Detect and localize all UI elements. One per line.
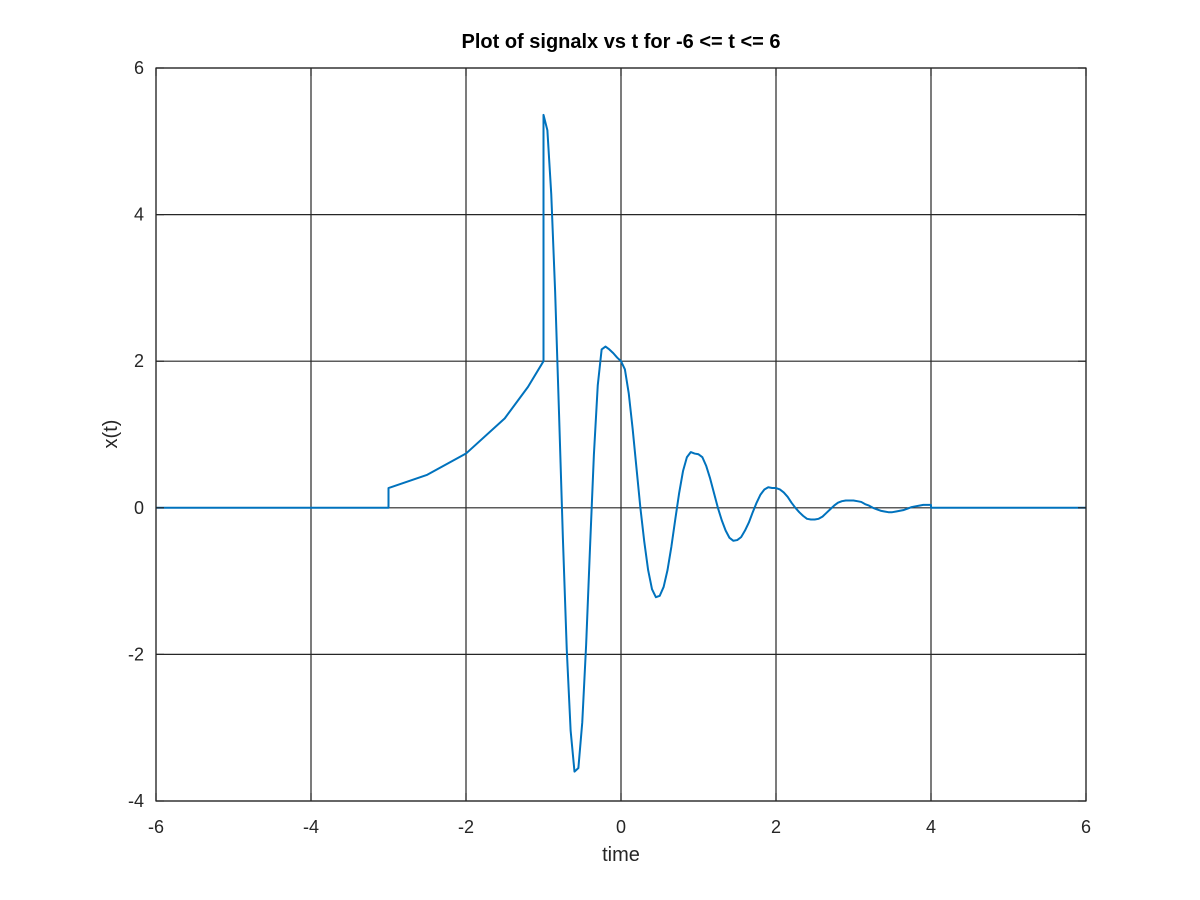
- y-tick-label: 6: [134, 58, 144, 78]
- y-axis-label: x(t): [100, 420, 122, 449]
- x-tick-label: -2: [458, 817, 474, 837]
- x-tick-label: 0: [616, 817, 626, 837]
- x-axis-label: time: [602, 844, 640, 866]
- y-tick-labels: -4 -2 0 2 4 6: [128, 58, 144, 811]
- y-tick-label: 4: [134, 205, 144, 225]
- tick-marks: [155, 67, 1087, 802]
- y-tick-label: -4: [128, 791, 144, 811]
- x-tick-label: 4: [926, 817, 936, 837]
- y-tick-label: 0: [134, 498, 144, 518]
- x-tick-label: -6: [148, 817, 164, 837]
- series-line-1: [156, 113, 1086, 773]
- x-tick-labels: -6 -4 -2 0 2 4 6: [148, 817, 1091, 837]
- series-layer: [156, 113, 1086, 773]
- x-tick-label: 6: [1081, 817, 1091, 837]
- y-tick-label: -2: [128, 644, 144, 664]
- x-tick-label: 2: [771, 817, 781, 837]
- y-tick-label: 2: [134, 351, 144, 371]
- chart-title: Plot of signalx vs t for -6 <= t <= 6: [462, 31, 781, 53]
- x-tick-label: -4: [303, 817, 319, 837]
